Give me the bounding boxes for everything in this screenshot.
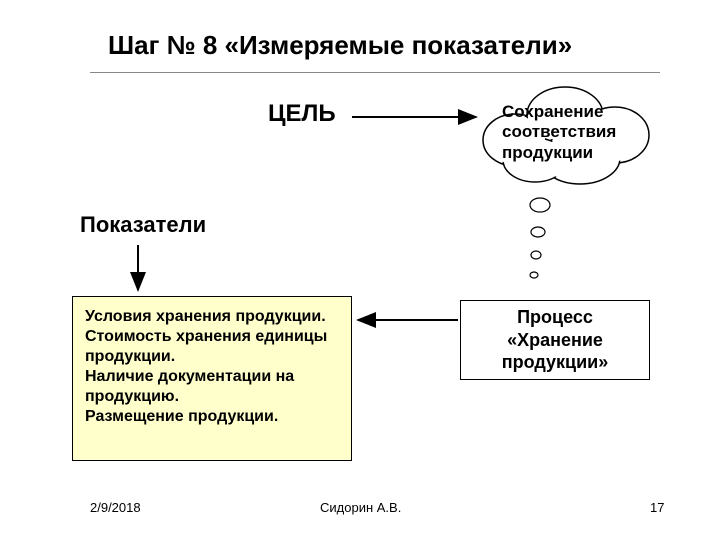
title-underline [90,72,660,73]
thought-dots [530,198,550,278]
goal-cloud-text: Сохранение соответствия продукции [502,102,642,163]
footer-author: Сидорин А.В. [320,500,401,515]
footer-page: 17 [650,500,664,515]
footer-date: 2/9/2018 [90,500,141,515]
slide-title: Шаг № 8 «Измеряемые показатели» [108,30,572,61]
goal-label: ЦЕЛЬ [268,100,336,128]
conditions-box: Условия хранения продукции. Стоимость хр… [72,296,352,461]
slide: Шаг № 8 «Измеряемые показатели» ЦЕЛЬ Сох… [0,0,720,540]
process-box: Процесс «Хранение продукции» [460,300,650,380]
indicators-label: Показатели [80,212,206,238]
